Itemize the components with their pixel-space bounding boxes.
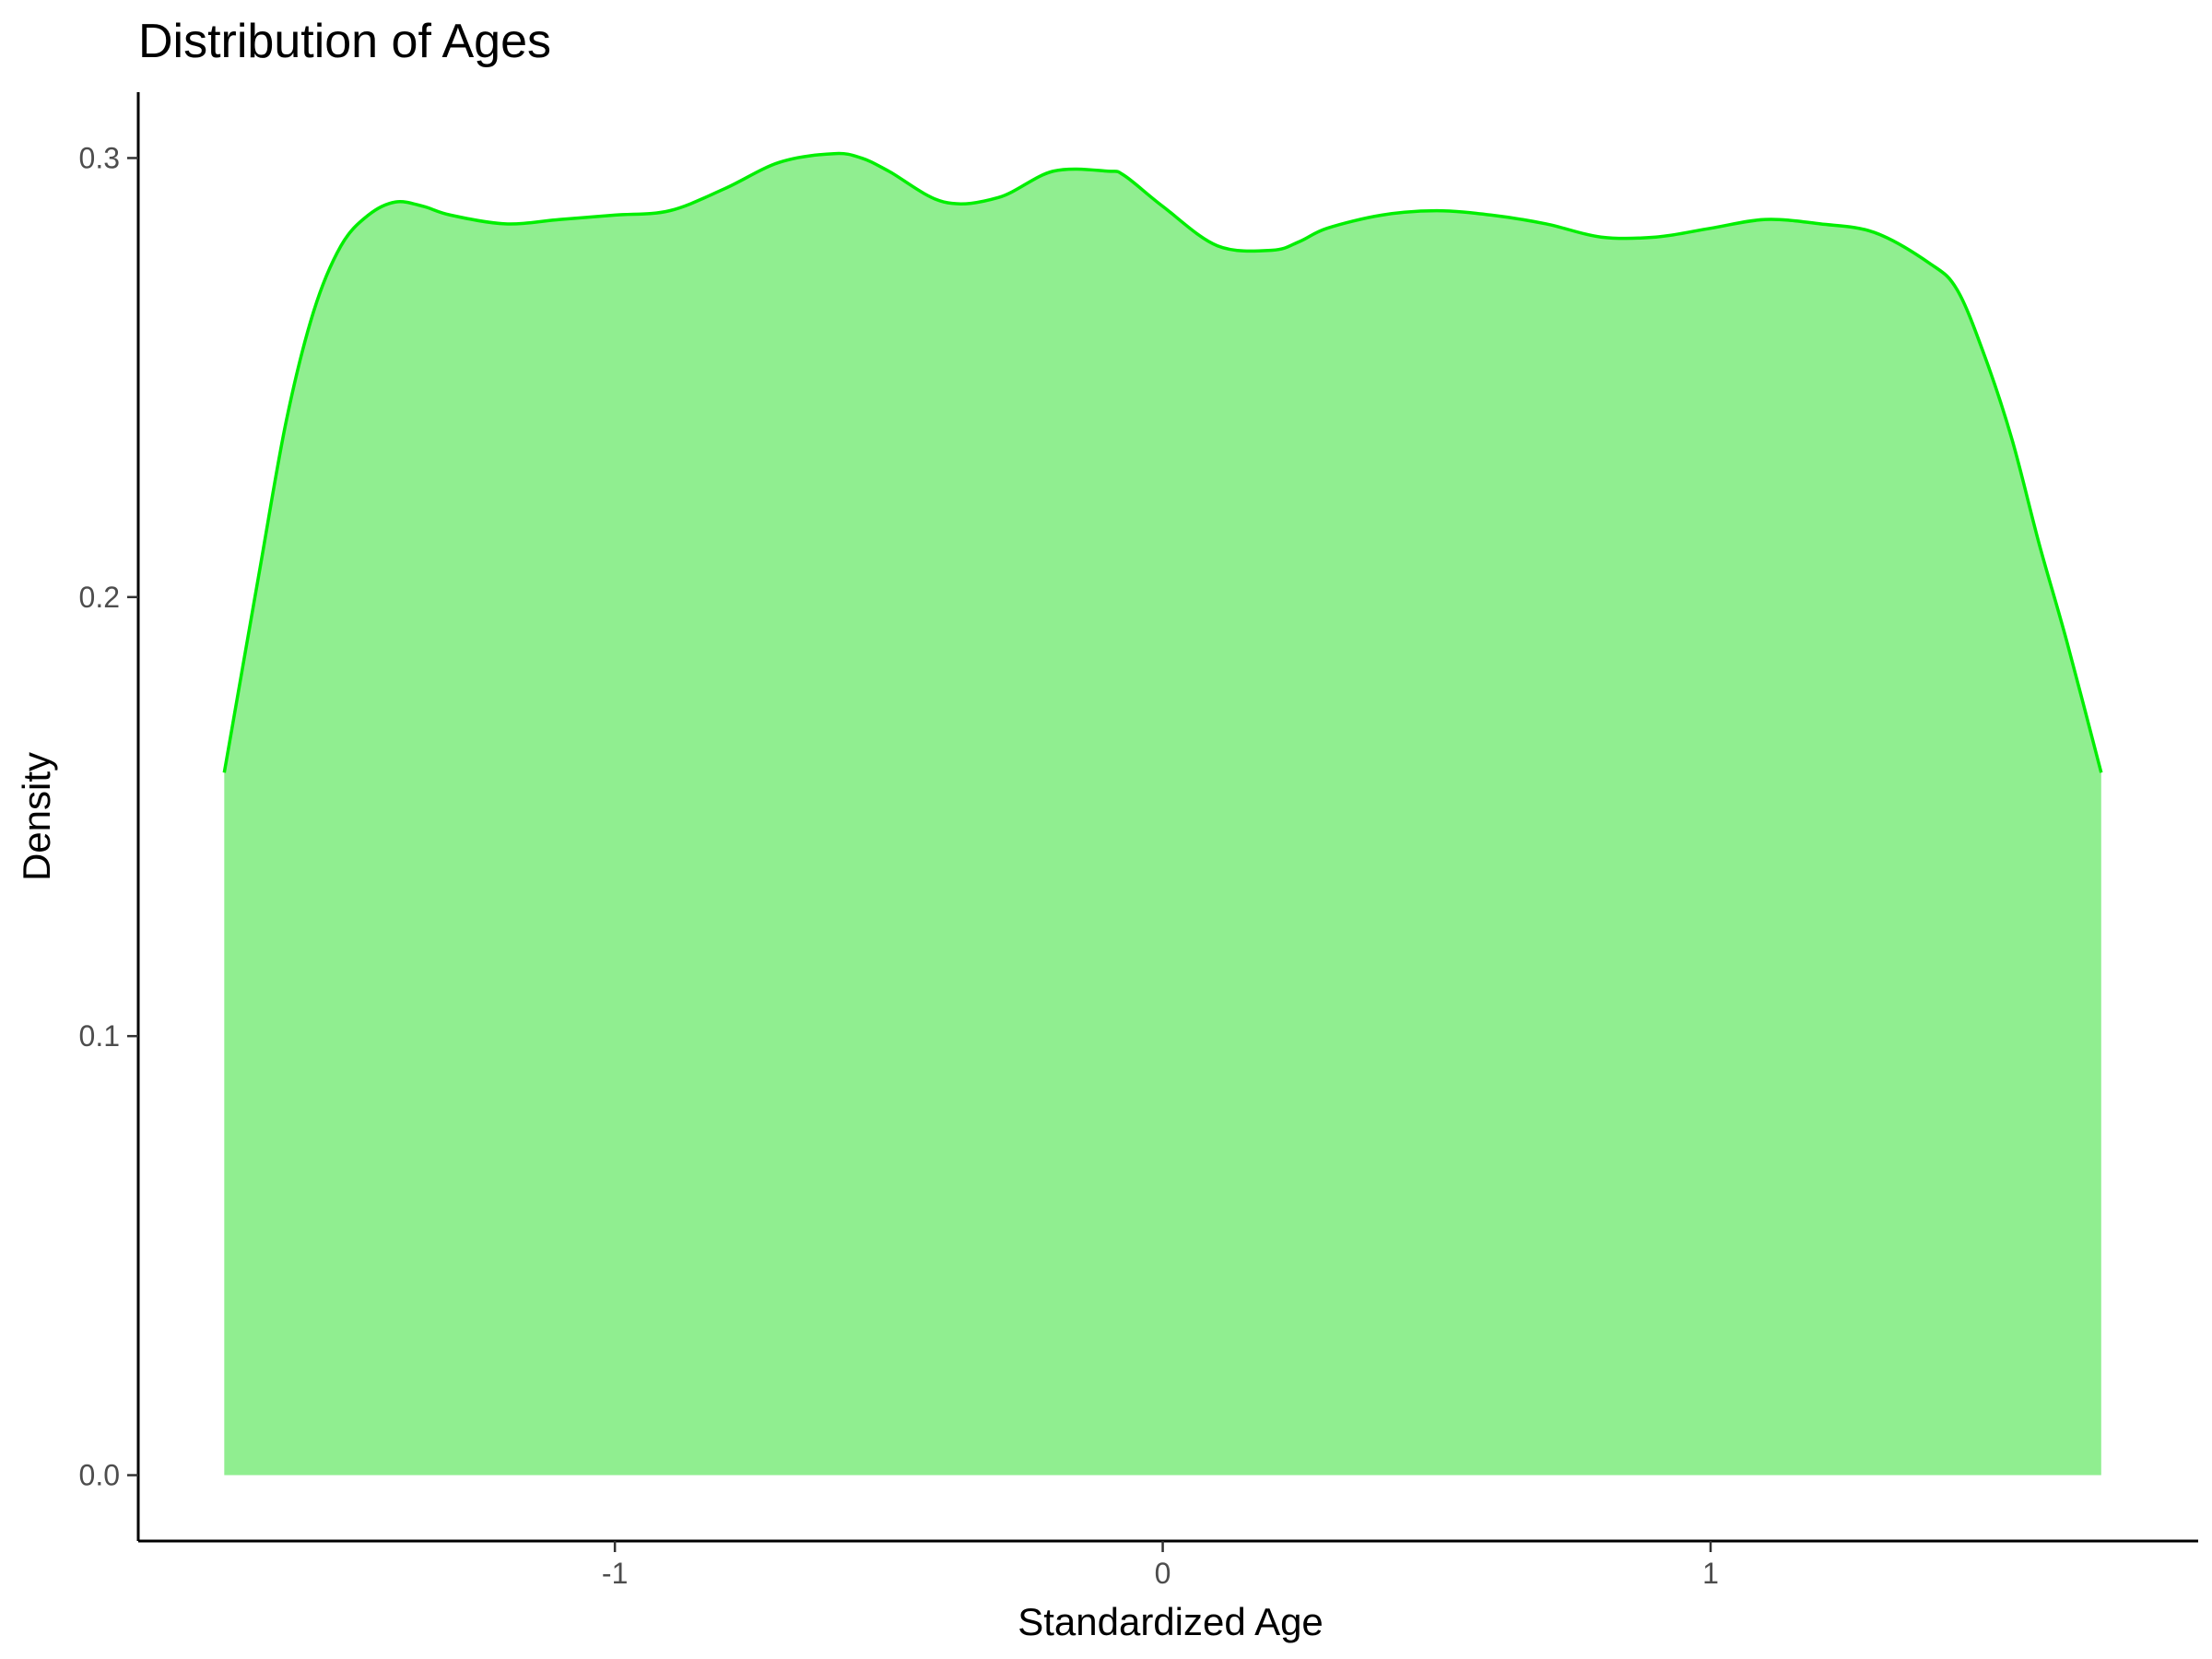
x-tick-label: 1 bbox=[1702, 1557, 1719, 1590]
y-tick-label: 0.0 bbox=[79, 1459, 120, 1492]
density-curve bbox=[222, 151, 2103, 773]
y-axis-label: Density bbox=[15, 752, 58, 881]
y-tick-label: 0.1 bbox=[79, 1019, 120, 1053]
x-axis-label: Standardized Age bbox=[1018, 1600, 1324, 1643]
y-tick-label: 0.3 bbox=[79, 141, 120, 174]
x-tick-label: 0 bbox=[1155, 1557, 1171, 1590]
chart-title: Distribution of Ages bbox=[138, 15, 551, 68]
x-axis-ticks: -1 0 1 bbox=[602, 1541, 1719, 1590]
y-axis-ticks: 0.0 0.1 0.2 0.3 bbox=[79, 141, 138, 1492]
y-tick-label: 0.2 bbox=[79, 581, 120, 614]
x-tick-label: -1 bbox=[602, 1557, 628, 1590]
plot-area bbox=[222, 151, 2103, 1476]
density-area bbox=[224, 153, 2101, 1476]
